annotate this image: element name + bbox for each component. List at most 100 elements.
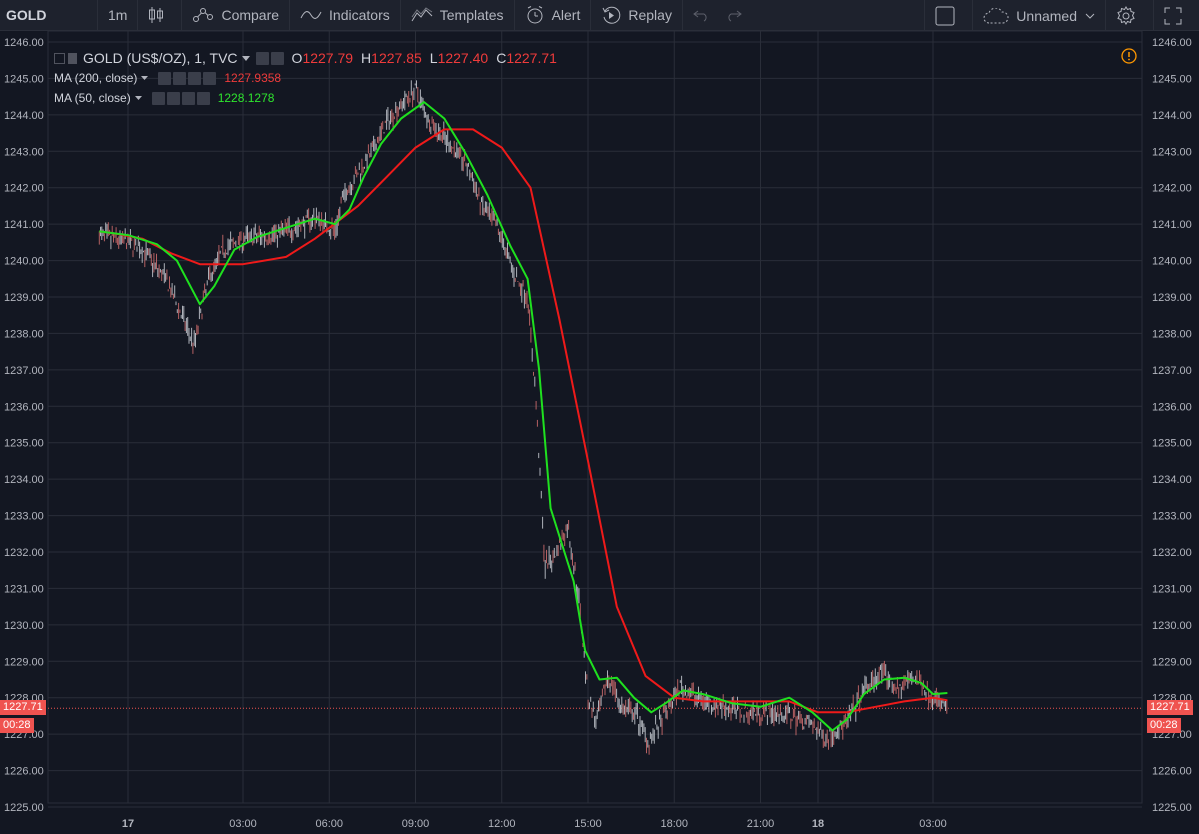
ma200-legend: MA (200, close) 1227.9358 [54,68,557,88]
warning-icon[interactable] [1121,48,1137,64]
eye-icon[interactable] [158,71,172,85]
chart-type-button[interactable] [138,0,183,31]
y-tick-label-right: 1225.00 [1152,802,1192,814]
settings-button[interactable] [1106,0,1154,31]
close-icon[interactable] [196,91,210,105]
y-tick-label-left: 1238.00 [4,328,44,340]
y-tick-label-right: 1241.00 [1152,219,1192,231]
cloud-icon [983,7,1009,23]
high-value: 1227.85 [371,50,422,66]
alert-label: Alert [551,7,581,23]
y-tick-label-left: 1233.00 [4,511,44,523]
layout-name: Unnamed [1016,7,1077,24]
replay-icon [602,6,621,24]
y-tick-label-right: 1226.00 [1152,766,1192,778]
square-icon [935,6,955,25]
high-label: H [361,50,372,66]
y-tick-label-left: 1232.00 [4,547,44,559]
y-tick-label-left: 1235.00 [4,438,44,450]
interval-button[interactable]: 1m [98,0,139,31]
y-tick-label-right: 1244.00 [1152,110,1192,122]
redo-icon[interactable] [726,8,742,22]
replay-label: Replay [628,7,672,23]
countdown-tag-right: 00:28 [1147,718,1181,733]
add-icon[interactable] [188,71,202,85]
chevron-down-icon[interactable] [141,76,149,80]
ma200-value: 1227.9358 [224,71,282,85]
x-tick-label: 03:00 [229,818,257,830]
layout-name-button[interactable]: Unnamed [973,0,1106,31]
ma50-line [99,101,948,732]
add-icon[interactable] [181,91,195,105]
templates-button[interactable]: Templates [401,0,515,31]
undo-redo [683,0,759,31]
y-tick-label-left: 1246.00 [4,37,44,49]
undo-icon[interactable] [693,8,709,22]
eye-icon[interactable] [255,51,269,65]
settings-icon[interactable] [166,91,180,105]
y-tick-label-right: 1238.00 [1152,328,1192,340]
y-tick-label-right: 1235.00 [1152,438,1192,450]
alarm-clock-icon [527,6,543,24]
ma200-label: MA (200, close) [54,71,138,85]
indicators-icon [300,11,322,19]
y-tick-label-left: 1225.00 [4,802,44,814]
y-tick-label-right: 1234.00 [1152,474,1192,486]
open-value: 1227.79 [302,50,354,66]
indicators-button[interactable]: Indicators [290,0,401,31]
chart-area[interactable]: 1246.00 1246.00 1245.00 1245.00 1244.00 1244.… [0,31,1199,834]
symbol-search[interactable]: GOLD [0,0,98,31]
y-tick-label-left: 1226.00 [4,766,44,778]
compare-button[interactable]: Compare [182,0,291,31]
y-tick-label-left: 1243.00 [4,146,44,158]
close-label: C [496,50,507,66]
y-tick-label-right: 1239.00 [1152,292,1192,304]
collapse-icon[interactable] [54,52,65,64]
axes: 1246.00 1246.00 1245.00 1245.00 1244.00 1244.… [4,37,1192,830]
indicators-label: Indicators [329,7,390,23]
y-tick-label-left: 1245.00 [4,73,44,85]
low-label: L [429,50,438,66]
chevron-down-icon[interactable] [134,96,142,100]
y-tick-label-left: 1234.00 [4,474,44,486]
y-tick-label-right: 1245.00 [1152,73,1192,85]
last-price-tag-left: 1227.71 [0,700,46,715]
y-tick-label-right: 1246.00 [1152,37,1192,49]
open-label: O [291,50,303,66]
templates-label: Templates [439,7,504,23]
fullscreen-button[interactable] [1154,0,1199,31]
y-tick-label-right: 1231.00 [1152,583,1192,595]
close-value: 1227.71 [506,50,557,66]
compare-icon [193,8,214,22]
y-tick-label-right: 1242.00 [1152,183,1192,195]
y-tick-label-right: 1243.00 [1152,146,1192,158]
price-chart[interactable]: 1246.00 1246.00 1245.00 1245.00 1244.00 1244.… [0,31,1199,834]
plot-border [47,31,1143,804]
grid [47,31,1143,808]
y-tick-label-left: 1240.00 [4,256,44,268]
x-tick-label: 18:00 [660,818,688,830]
y-tick-label-right: 1237.00 [1152,365,1192,377]
top-toolbar: GOLD 1m Compare Indicators Templates Ale… [0,0,1199,31]
y-tick-label-right: 1240.00 [1152,256,1192,268]
x-tick-label: 21:00 [747,818,775,830]
settings-icon[interactable] [270,51,284,65]
x-tick-label: 09:00 [402,818,430,830]
replay-button[interactable]: Replay [591,0,683,31]
gear-icon [1117,5,1135,25]
close-icon[interactable] [203,71,217,85]
y-tick-label-left: 1229.00 [4,656,44,668]
x-tick-label: 06:00 [315,818,343,830]
x-tick-label: 18 [812,818,824,830]
ma50-legend: MA (50, close) 1228.1278 [54,88,557,108]
eye-icon[interactable] [151,91,165,105]
y-tick-label-left: 1242.00 [4,183,44,195]
flag-icon[interactable] [68,52,77,64]
settings-icon[interactable] [173,71,187,85]
ma200-line [99,128,948,714]
main-series-legend: GOLD (US$/OZ), 1, TVC O 1227.79 H 1227.85 … [54,48,557,68]
compare-label: Compare [221,7,280,23]
chevron-down-icon[interactable] [241,55,250,61]
fullscreen-toggle-box[interactable] [924,0,974,31]
alert-button[interactable]: Alert [515,0,592,31]
